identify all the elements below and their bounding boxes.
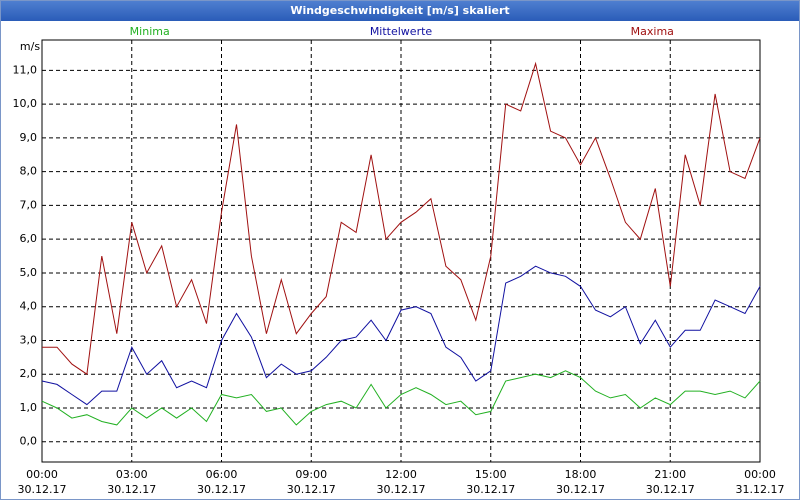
x-tick-sublabel: 30.12.17 xyxy=(377,483,426,496)
x-tick-label: 12:00 xyxy=(385,468,417,481)
y-tick-label: 1,0 xyxy=(20,401,38,414)
y-tick-label: 11,0 xyxy=(13,63,38,76)
chart: m/s 0,0 1,0 2,0 3,0 4,0 5,0 6,0 7,0 8,0 9,0 10,0 11… xyxy=(13,25,785,496)
x-tick-label: 00:00 xyxy=(26,468,58,481)
y-tick-label: 3,0 xyxy=(20,333,38,346)
x-tick-sublabel: 30.12.17 xyxy=(197,483,246,496)
legend-label: Minima xyxy=(130,25,170,38)
title-bar: Windgeschwindigkeit [m/s] skaliert xyxy=(1,1,799,21)
x-tick-sublabel: 30.12.17 xyxy=(18,483,67,496)
x-tick-sublabel: 31.12.17 xyxy=(736,483,785,496)
y-tick-label: 9,0 xyxy=(20,131,38,144)
y-tick-label: 5,0 xyxy=(20,266,38,279)
x-tick-sublabel: 30.12.17 xyxy=(107,483,156,496)
y-unit: m/s xyxy=(20,40,40,53)
x-tick-label: 21:00 xyxy=(654,468,686,481)
y-tick-label: 6,0 xyxy=(20,232,38,245)
x-tick-sublabel: 30.12.17 xyxy=(556,483,605,496)
y-tick-label: 10,0 xyxy=(13,97,38,110)
x-tick-label: 15:00 xyxy=(475,468,507,481)
line-series xyxy=(42,61,761,376)
y-tick-label: 7,0 xyxy=(20,198,38,211)
y-tick-label: 4,0 xyxy=(20,300,38,313)
y-tick-label: 0,0 xyxy=(20,435,38,448)
legend-label: Mittelwerte xyxy=(370,25,433,38)
x-tick-sublabel: 30.12.17 xyxy=(646,483,695,496)
line-series xyxy=(41,265,761,406)
legend-label: Maxima xyxy=(631,25,674,38)
x-tick-label: 03:00 xyxy=(116,468,148,481)
x-tick-label: 09:00 xyxy=(295,468,327,481)
y-tick-label: 2,0 xyxy=(20,367,38,380)
line-series xyxy=(41,370,761,426)
y-tick-label: 8,0 xyxy=(20,165,38,178)
x-tick-label: 06:00 xyxy=(206,468,238,481)
x-tick-label: 00:00 xyxy=(744,468,776,481)
x-tick-sublabel: 30.12.17 xyxy=(287,483,336,496)
x-tick-label: 18:00 xyxy=(565,468,597,481)
x-tick-sublabel: 30.12.17 xyxy=(466,483,515,496)
